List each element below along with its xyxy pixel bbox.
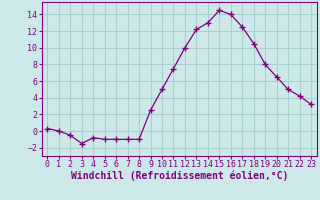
X-axis label: Windchill (Refroidissement éolien,°C): Windchill (Refroidissement éolien,°C) [70, 171, 288, 181]
